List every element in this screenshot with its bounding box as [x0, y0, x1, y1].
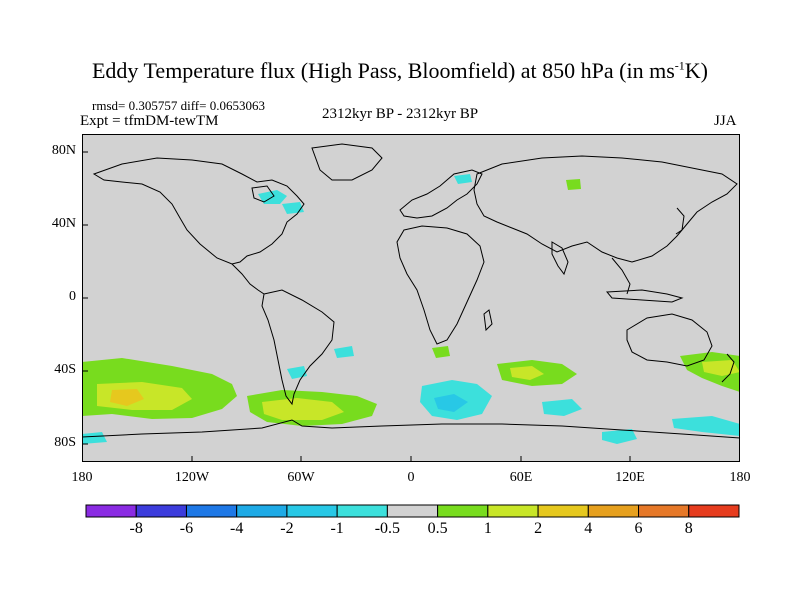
lon-label-60e: 60E	[509, 470, 533, 485]
coast-greenland	[311, 143, 383, 181]
coast-indonesia	[605, 289, 684, 303]
lon-label-120e: 120E	[615, 470, 645, 485]
colorbar-label-2: -4	[230, 520, 244, 537]
colorbar-label-11: 8	[684, 520, 693, 537]
coast-australia	[626, 313, 713, 367]
coast-southeast-asia	[611, 257, 631, 295]
colorbar-swatch-3	[236, 504, 288, 518]
colorbar-swatch-10	[587, 504, 640, 518]
lat-label-40s: 40S	[54, 362, 76, 377]
lon-label-0: 0	[407, 470, 415, 485]
lat-label-80s: 80S	[54, 435, 76, 450]
coast-india	[551, 241, 569, 276]
map-ticks	[82, 151, 631, 462]
experiment-label: Expt = tfmDM-tewTM	[80, 113, 219, 129]
patch-pacific-south-cyan	[82, 432, 107, 444]
colorbar-label-0: -8	[129, 520, 143, 537]
anomaly-patches	[82, 174, 740, 444]
colorbar-label-1: -6	[179, 520, 194, 537]
coast-new-zealand	[721, 353, 735, 383]
lat-label-40n: 40N	[51, 216, 76, 231]
colorbar	[85, 504, 740, 518]
coast-europe	[399, 169, 483, 219]
coast-asia	[473, 155, 738, 263]
colorbar-label-8: 2	[534, 520, 543, 537]
colorbar-swatch-7	[437, 504, 489, 518]
colorbar-swatch-8	[487, 504, 539, 518]
patch-ross-cyan	[602, 429, 637, 444]
patch-indian-east-core	[510, 366, 544, 380]
lat-label-80n: 80N	[51, 143, 76, 158]
colorbar-swatch-1	[135, 504, 187, 518]
coastlines	[82, 143, 741, 439]
patch-argentina-cyan	[334, 346, 354, 358]
colorbar-label-3: -2	[280, 520, 294, 537]
patch-southern-ocean-cyan	[542, 399, 582, 416]
lon-label-180w: 180	[71, 470, 93, 485]
patch-drake-core	[262, 398, 344, 420]
stats-label: rmsd= 0.305757 diff= 0.0653063	[92, 98, 265, 113]
coast-south-america	[261, 289, 335, 406]
period-label: 2312kyr BP - 2312kyr BP	[322, 106, 479, 122]
lon-label-60w: 60W	[287, 470, 315, 485]
coast-madagascar	[483, 309, 493, 332]
colorbar-swatch-11	[638, 504, 690, 518]
coast-japan	[675, 207, 685, 235]
plot-title: Eddy Temperature flux (High Pass, Bloomf…	[91, 58, 708, 83]
patch-africa-south	[432, 346, 450, 358]
patch-pacific-south-peak	[110, 389, 144, 406]
lat-label-0: 0	[69, 289, 76, 304]
colorbar-swatch-9	[537, 504, 589, 518]
coast-antarctica	[82, 419, 741, 439]
colorbar-label-9: 4	[584, 520, 593, 537]
colorbar-label-4: -1	[330, 520, 344, 537]
colorbar-swatch-0	[85, 504, 137, 518]
season-label: JJA	[714, 113, 737, 129]
coast-hudson-bay	[251, 185, 275, 203]
colorbar-swatch-4	[286, 504, 338, 518]
colorbar-label-10: 6	[634, 520, 643, 537]
lon-label-120w: 120W	[174, 470, 210, 485]
patch-patagonia-cyan	[287, 366, 307, 379]
colorbar-label-7: 1	[483, 520, 492, 537]
coast-africa	[396, 225, 485, 345]
colorbar-label-5: -0.5	[374, 520, 401, 537]
colorbar-swatch-2	[185, 504, 238, 518]
patch-siberia	[566, 179, 581, 190]
patch-pacific-sw-cyan	[672, 416, 740, 436]
colorbar-swatch-12	[688, 504, 740, 518]
colorbar-swatch-6	[386, 504, 439, 518]
patch-atlantic-south-cyan-core	[434, 394, 468, 412]
lon-label-180e: 180	[729, 470, 751, 485]
world-map	[82, 134, 741, 462]
coast-north-america	[92, 157, 305, 265]
colorbar-swatch-5	[336, 504, 388, 518]
coast-central-america	[231, 263, 265, 295]
colorbar-label-6: 0.5	[427, 520, 448, 537]
patch-scandinavia-cyan	[454, 174, 472, 184]
